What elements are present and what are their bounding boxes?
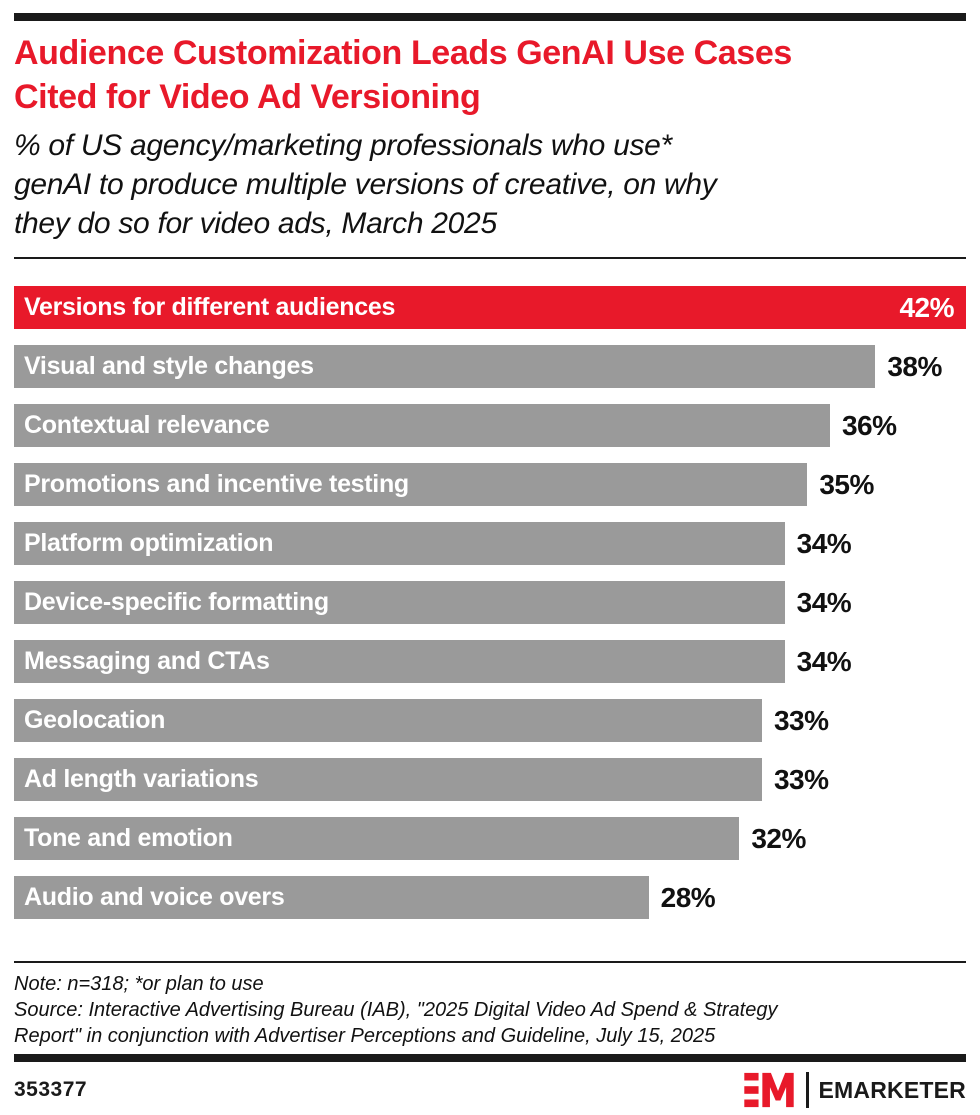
- divider-bottom: [14, 961, 966, 963]
- bar-label: Visual and style changes: [24, 352, 314, 380]
- bar-row: Tone and emotion 32%: [14, 817, 966, 860]
- notes-block: Note: n=318; *or plan to use Source: Int…: [14, 971, 966, 1049]
- chart-title-line-2: Cited for Video Ad Versioning: [14, 78, 481, 116]
- divider-top: [14, 257, 966, 259]
- bar-row: Promotions and incentive testing 35%: [14, 463, 966, 506]
- chart-title: Audience Customization Leads GenAI Use C…: [14, 31, 966, 119]
- bar-label: Tone and emotion: [24, 824, 233, 852]
- bar-label: Platform optimization: [24, 529, 274, 557]
- bar-value: 35%: [819, 468, 874, 500]
- chart-title-line-1: Audience Customization Leads GenAI Use C…: [14, 34, 792, 72]
- bar-row: Platform optimization 34%: [14, 522, 966, 565]
- emarketer-logo: EMARKETER: [743, 1071, 966, 1109]
- source-text-line-1: Source: Interactive Advertising Bureau (…: [14, 999, 778, 1021]
- bar: Messaging and CTAs: [14, 640, 785, 683]
- bar-value: 33%: [773, 763, 829, 795]
- bar-value: 32%: [751, 822, 806, 854]
- chart-subtitle-line-3: they do so for video ads, March 2025: [14, 207, 497, 240]
- bar: Audio and voice overs: [14, 876, 649, 919]
- bar: Versions for different audiences 42%: [14, 286, 966, 329]
- bar-value: 38%: [887, 350, 942, 382]
- bar-value: 36%: [841, 409, 897, 441]
- bar-label: Audio and voice overs: [24, 883, 285, 911]
- emarketer-wordmark: EMARKETER: [818, 1076, 966, 1103]
- chart-subtitle: % of US agency/marketing professionals w…: [14, 126, 966, 243]
- bar-row: Contextual relevance 36%: [14, 404, 966, 447]
- bottom-accent-bar: [14, 1054, 966, 1062]
- bar-row: Versions for different audiences 42%: [14, 286, 966, 329]
- bar: Visual and style changes: [14, 345, 876, 388]
- bar-value: 42%: [899, 291, 954, 323]
- bar-row: Audio and voice overs 28%: [14, 876, 966, 919]
- bar: Tone and emotion: [14, 817, 740, 860]
- bar-label: Ad length variations: [24, 765, 259, 793]
- top-accent-bar: [14, 13, 966, 21]
- bar-row: Visual and style changes 38%: [14, 345, 966, 388]
- bar: Device-specific formatting: [14, 581, 785, 624]
- bar-row: Device-specific formatting 34%: [14, 581, 966, 624]
- bar-row: Ad length variations 33%: [14, 758, 966, 801]
- bar-value: 33%: [773, 704, 829, 736]
- bar-value: 34%: [796, 586, 852, 618]
- bar-value: 28%: [660, 881, 716, 913]
- bar: Ad length variations: [14, 758, 762, 801]
- bar-label: Versions for different audiences: [24, 293, 396, 321]
- bar-value: 34%: [796, 527, 852, 559]
- bar: Platform optimization: [14, 522, 785, 565]
- bar-label: Contextual relevance: [24, 411, 270, 439]
- bar-row: Messaging and CTAs 34%: [14, 640, 966, 683]
- note-text: Note: n=318; *or plan to use: [14, 973, 264, 995]
- bar-label: Messaging and CTAs: [24, 647, 270, 675]
- bar: Contextual relevance: [14, 404, 830, 447]
- bar-label: Geolocation: [24, 706, 166, 734]
- bar-row: Geolocation 33%: [14, 699, 966, 742]
- source-text-line-2: Report" in conjunction with Advertiser P…: [14, 1025, 716, 1047]
- em-monogram-icon: [743, 1072, 794, 1108]
- chart-subtitle-line-2: genAI to produce multiple versions of cr…: [14, 168, 717, 201]
- chart-subtitle-line-1: % of US agency/marketing professionals w…: [14, 129, 672, 162]
- bar-chart: Versions for different audiences 42% Visua…: [14, 286, 966, 919]
- bar-value: 34%: [796, 645, 852, 677]
- bar-label: Device-specific formatting: [24, 588, 329, 616]
- footer-row: 353377 EMARKETER: [14, 1068, 966, 1112]
- chart-id: 353377: [14, 1078, 88, 1101]
- logo-divider: [805, 1072, 809, 1108]
- bar: Geolocation: [14, 699, 762, 742]
- source-text: Source: Interactive Advertising Bureau (…: [14, 997, 966, 1049]
- bar: Promotions and incentive testing: [14, 463, 808, 506]
- bar-label: Promotions and incentive testing: [24, 470, 409, 498]
